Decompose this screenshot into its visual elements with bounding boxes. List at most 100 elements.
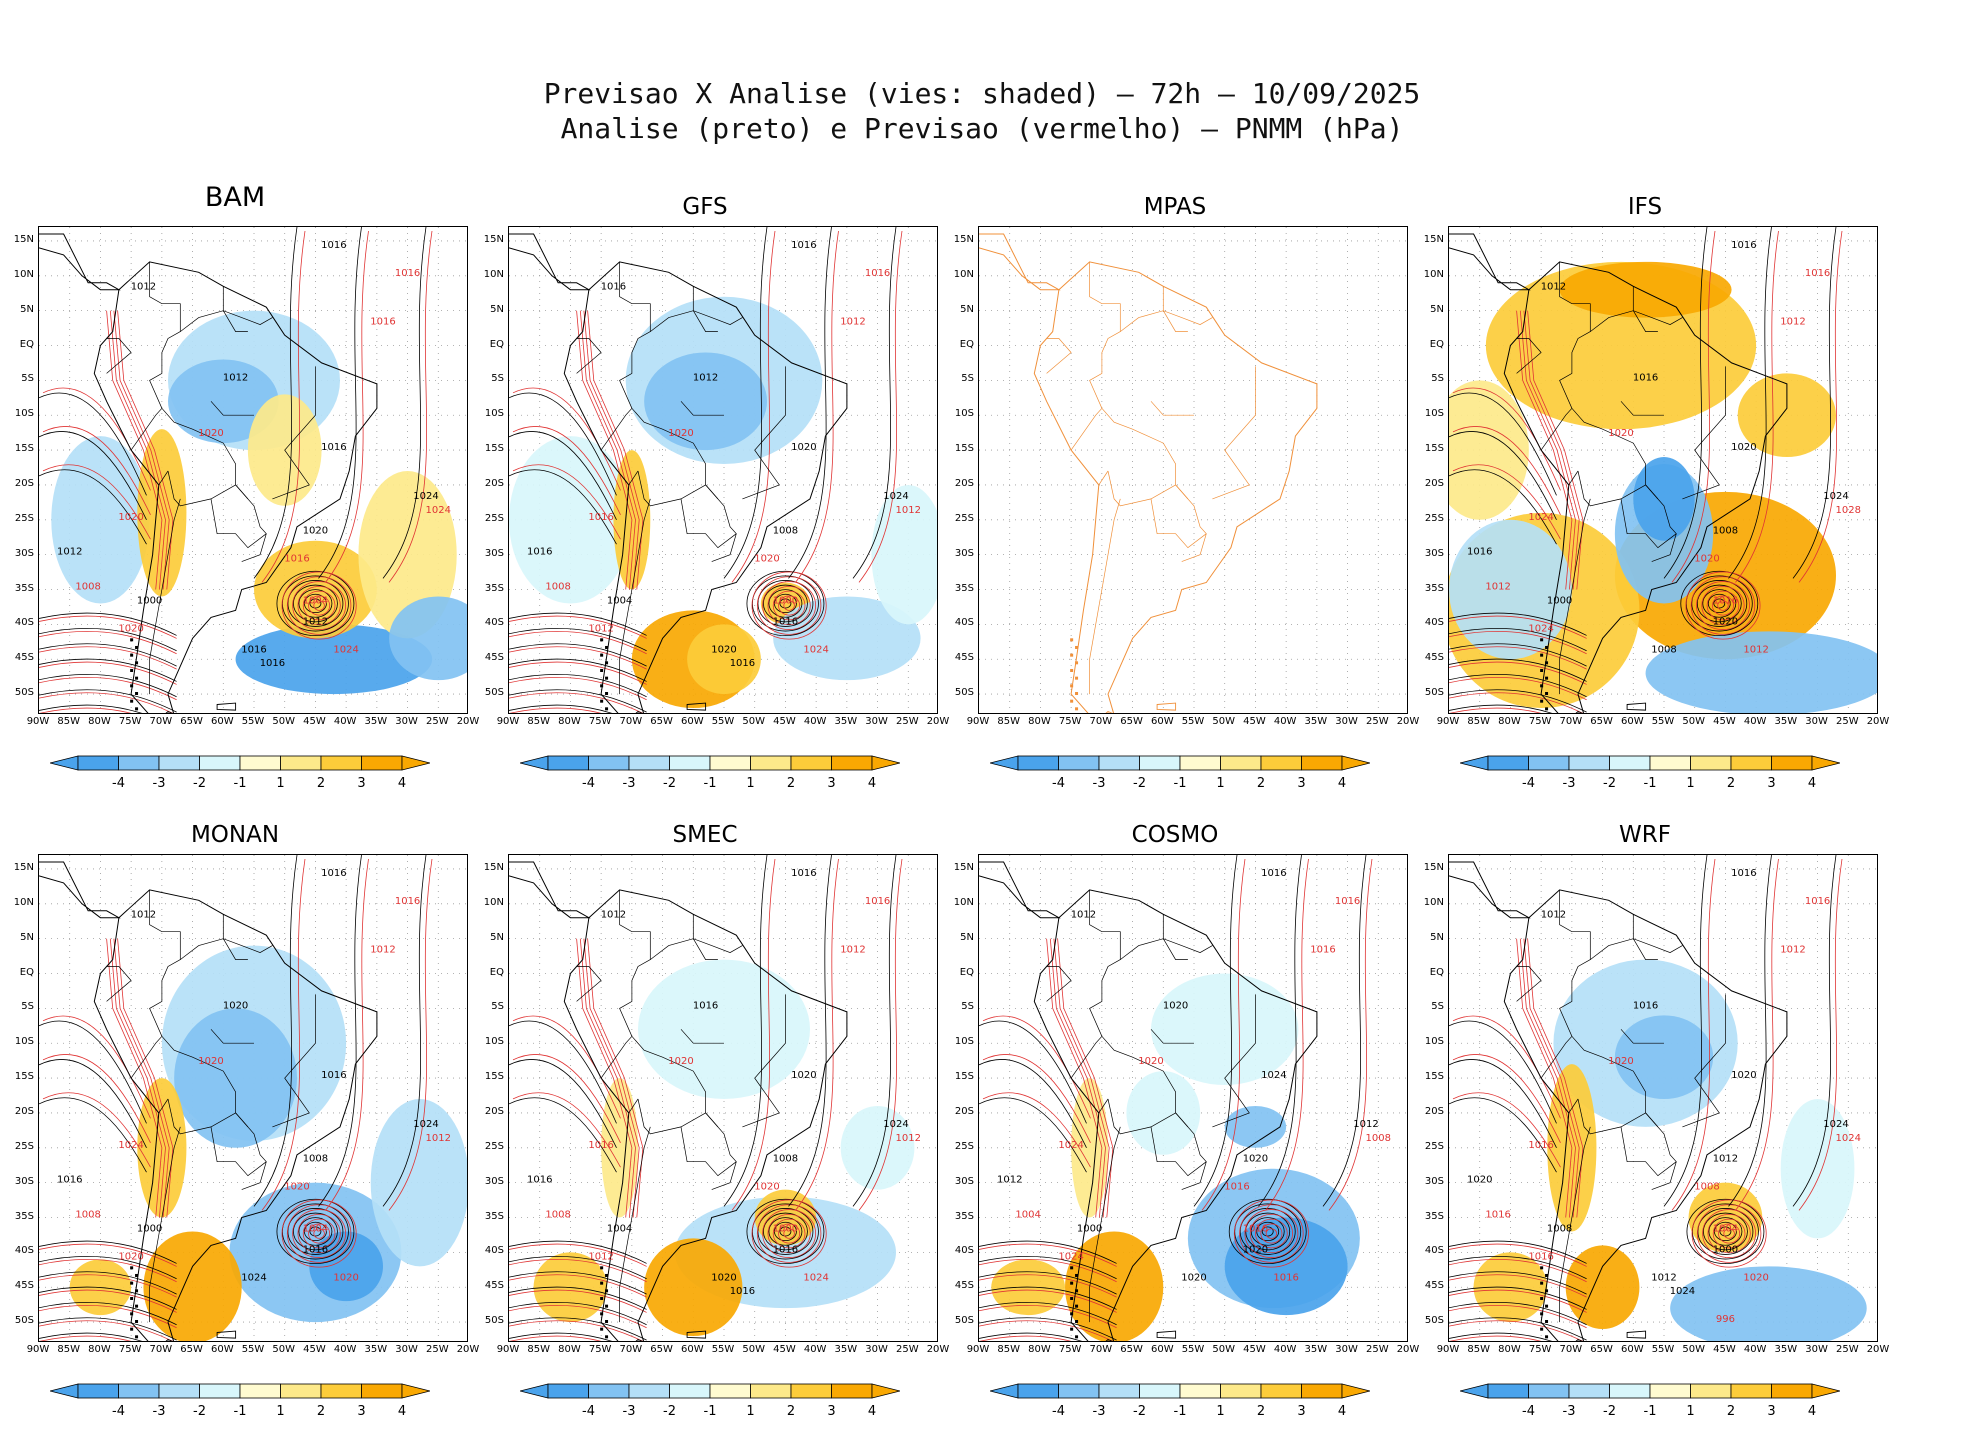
chile-islands	[130, 638, 134, 642]
country-border	[1098, 470, 1109, 486]
lon-tick-label: 85W	[997, 716, 1021, 727]
analysis-isobar	[1449, 1020, 1557, 1124]
analysis-isobar	[509, 1256, 647, 1280]
analysis-isobar	[1449, 469, 1557, 545]
lat-tick-label: 35S	[14, 1210, 34, 1222]
colorbar-segment	[1341, 1383, 1370, 1399]
forecast-isobar-label: 1004	[303, 1223, 328, 1234]
colorbar-segment	[790, 755, 832, 771]
forecast-isobar	[1519, 938, 1576, 1218]
colorbar-label: -2	[1603, 1404, 1616, 1419]
forecast-isobar	[1735, 858, 1779, 1211]
forecast-isobar	[1449, 677, 1587, 701]
analysis-isobar	[293, 1212, 338, 1251]
country-border	[1632, 914, 1658, 960]
country-border	[272, 366, 316, 500]
analysis-isobar-label: 1020	[1243, 1244, 1268, 1255]
analysis-isobar-label: 1016	[321, 868, 346, 879]
bias-shading	[1449, 380, 1529, 520]
map-canvas: 1016 1016 1016 1012 1012 1020 1020 1016 1024 1012…	[509, 227, 937, 713]
analysis-isobar-label: 1004	[607, 595, 632, 606]
lat-tick-label: 40S	[14, 1245, 34, 1257]
forecast-isobar	[509, 631, 647, 655]
lat-tick-label: 45S	[954, 652, 974, 664]
colorbar-segment	[1528, 755, 1570, 771]
lat-tick-label: 30S	[484, 547, 504, 559]
forecast-isobar	[512, 1054, 621, 1143]
coastline	[216, 702, 237, 711]
country-border	[628, 1098, 639, 1114]
analysis-isobar	[723, 227, 768, 579]
forecast-isobar-label: 1004	[303, 595, 328, 606]
colorbar-label: -2	[193, 1404, 206, 1419]
analysis-isobar	[509, 628, 647, 652]
analysis-isobar	[1261, 1226, 1274, 1237]
analysis-isobar-label: 1016	[321, 442, 346, 453]
country-border	[680, 1126, 737, 1177]
analysis-isobar	[39, 1240, 177, 1264]
analysis-isobar	[276, 570, 355, 637]
colorbar-label: 1	[1686, 1404, 1695, 1419]
colorbar-segment	[118, 1383, 160, 1399]
country-border	[637, 470, 706, 507]
colorbar-label: 4	[397, 776, 407, 791]
analysis-isobar-label: 1016	[1261, 868, 1286, 879]
colorbar-segment	[831, 1383, 873, 1399]
forecast-isobar-label: 1000	[773, 1223, 798, 1234]
lon-tick-label: 25W	[1365, 716, 1389, 727]
forecast-isobar	[1718, 1223, 1741, 1244]
country-border	[1162, 914, 1188, 960]
lon-tick-label: 50W	[742, 716, 766, 727]
lat-tick-label: 50S	[954, 1315, 974, 1327]
panel-title: MPAS	[1143, 194, 1207, 220]
country-border	[1559, 498, 1591, 695]
forecast-isobar-label: 1020	[333, 1272, 358, 1283]
forecast-isobar-label: 1008	[75, 1210, 100, 1221]
lat-tick-label: EQ	[959, 338, 974, 350]
chile-islands	[1070, 653, 1074, 657]
forecast-isobar	[979, 1274, 1117, 1298]
analysis-isobar	[509, 1020, 617, 1124]
coastline	[635, 1338, 643, 1341]
chile-islands	[135, 1289, 139, 1293]
map-canvas: 1016 1016 1012 1016 1012 1020 1016 1020 1024 1024…	[39, 227, 467, 713]
lon-tick-label: 45W	[1243, 1344, 1266, 1355]
lat-tick-label: 15N	[13, 233, 34, 245]
colorbar-segment	[1811, 755, 1840, 771]
country-border	[619, 310, 743, 409]
analysis-isobar	[1708, 1217, 1743, 1246]
colorbar-segment	[1568, 1383, 1610, 1399]
forecast-isobar	[313, 600, 325, 611]
country-border	[692, 286, 718, 332]
forecast-isobar	[1452, 1054, 1561, 1143]
analysis-isobar	[979, 1097, 1087, 1173]
lat-tick-label: 5N	[490, 931, 504, 943]
colorbar-segment	[1017, 755, 1059, 771]
colorbar-label: 3	[357, 1404, 366, 1419]
bias-shading	[1224, 1217, 1348, 1316]
coastline	[1033, 261, 1318, 713]
colorbar-segment	[628, 755, 670, 771]
chile-islands	[605, 1335, 609, 1339]
lat-tick-label: 5N	[1430, 303, 1444, 315]
lon-tick-label: 50W	[1682, 1344, 1706, 1355]
lat-tick-label: 20S	[484, 1105, 504, 1117]
colorbar-segment	[790, 1383, 832, 1399]
lon-tick-label: 55W	[1181, 1344, 1205, 1355]
chile-islands	[600, 1296, 604, 1300]
colorbar-label: -4	[1522, 1404, 1535, 1419]
bias-shading	[1126, 1071, 1201, 1155]
analysis-isobar	[774, 593, 797, 614]
analysis-isobar	[318, 227, 362, 579]
country-border	[130, 1036, 163, 1079]
country-border	[149, 498, 181, 695]
country-border	[210, 401, 254, 416]
analysis-isobar	[39, 1256, 177, 1280]
country-border	[167, 1098, 236, 1135]
forecast-isobar	[509, 1289, 647, 1313]
colorbar-label: -3	[622, 1404, 636, 1419]
forecast-isobar	[308, 595, 331, 616]
lon-tick-label: 85W	[57, 1344, 81, 1355]
chile-islands	[600, 1266, 604, 1270]
analysis-isobar	[39, 1286, 177, 1310]
